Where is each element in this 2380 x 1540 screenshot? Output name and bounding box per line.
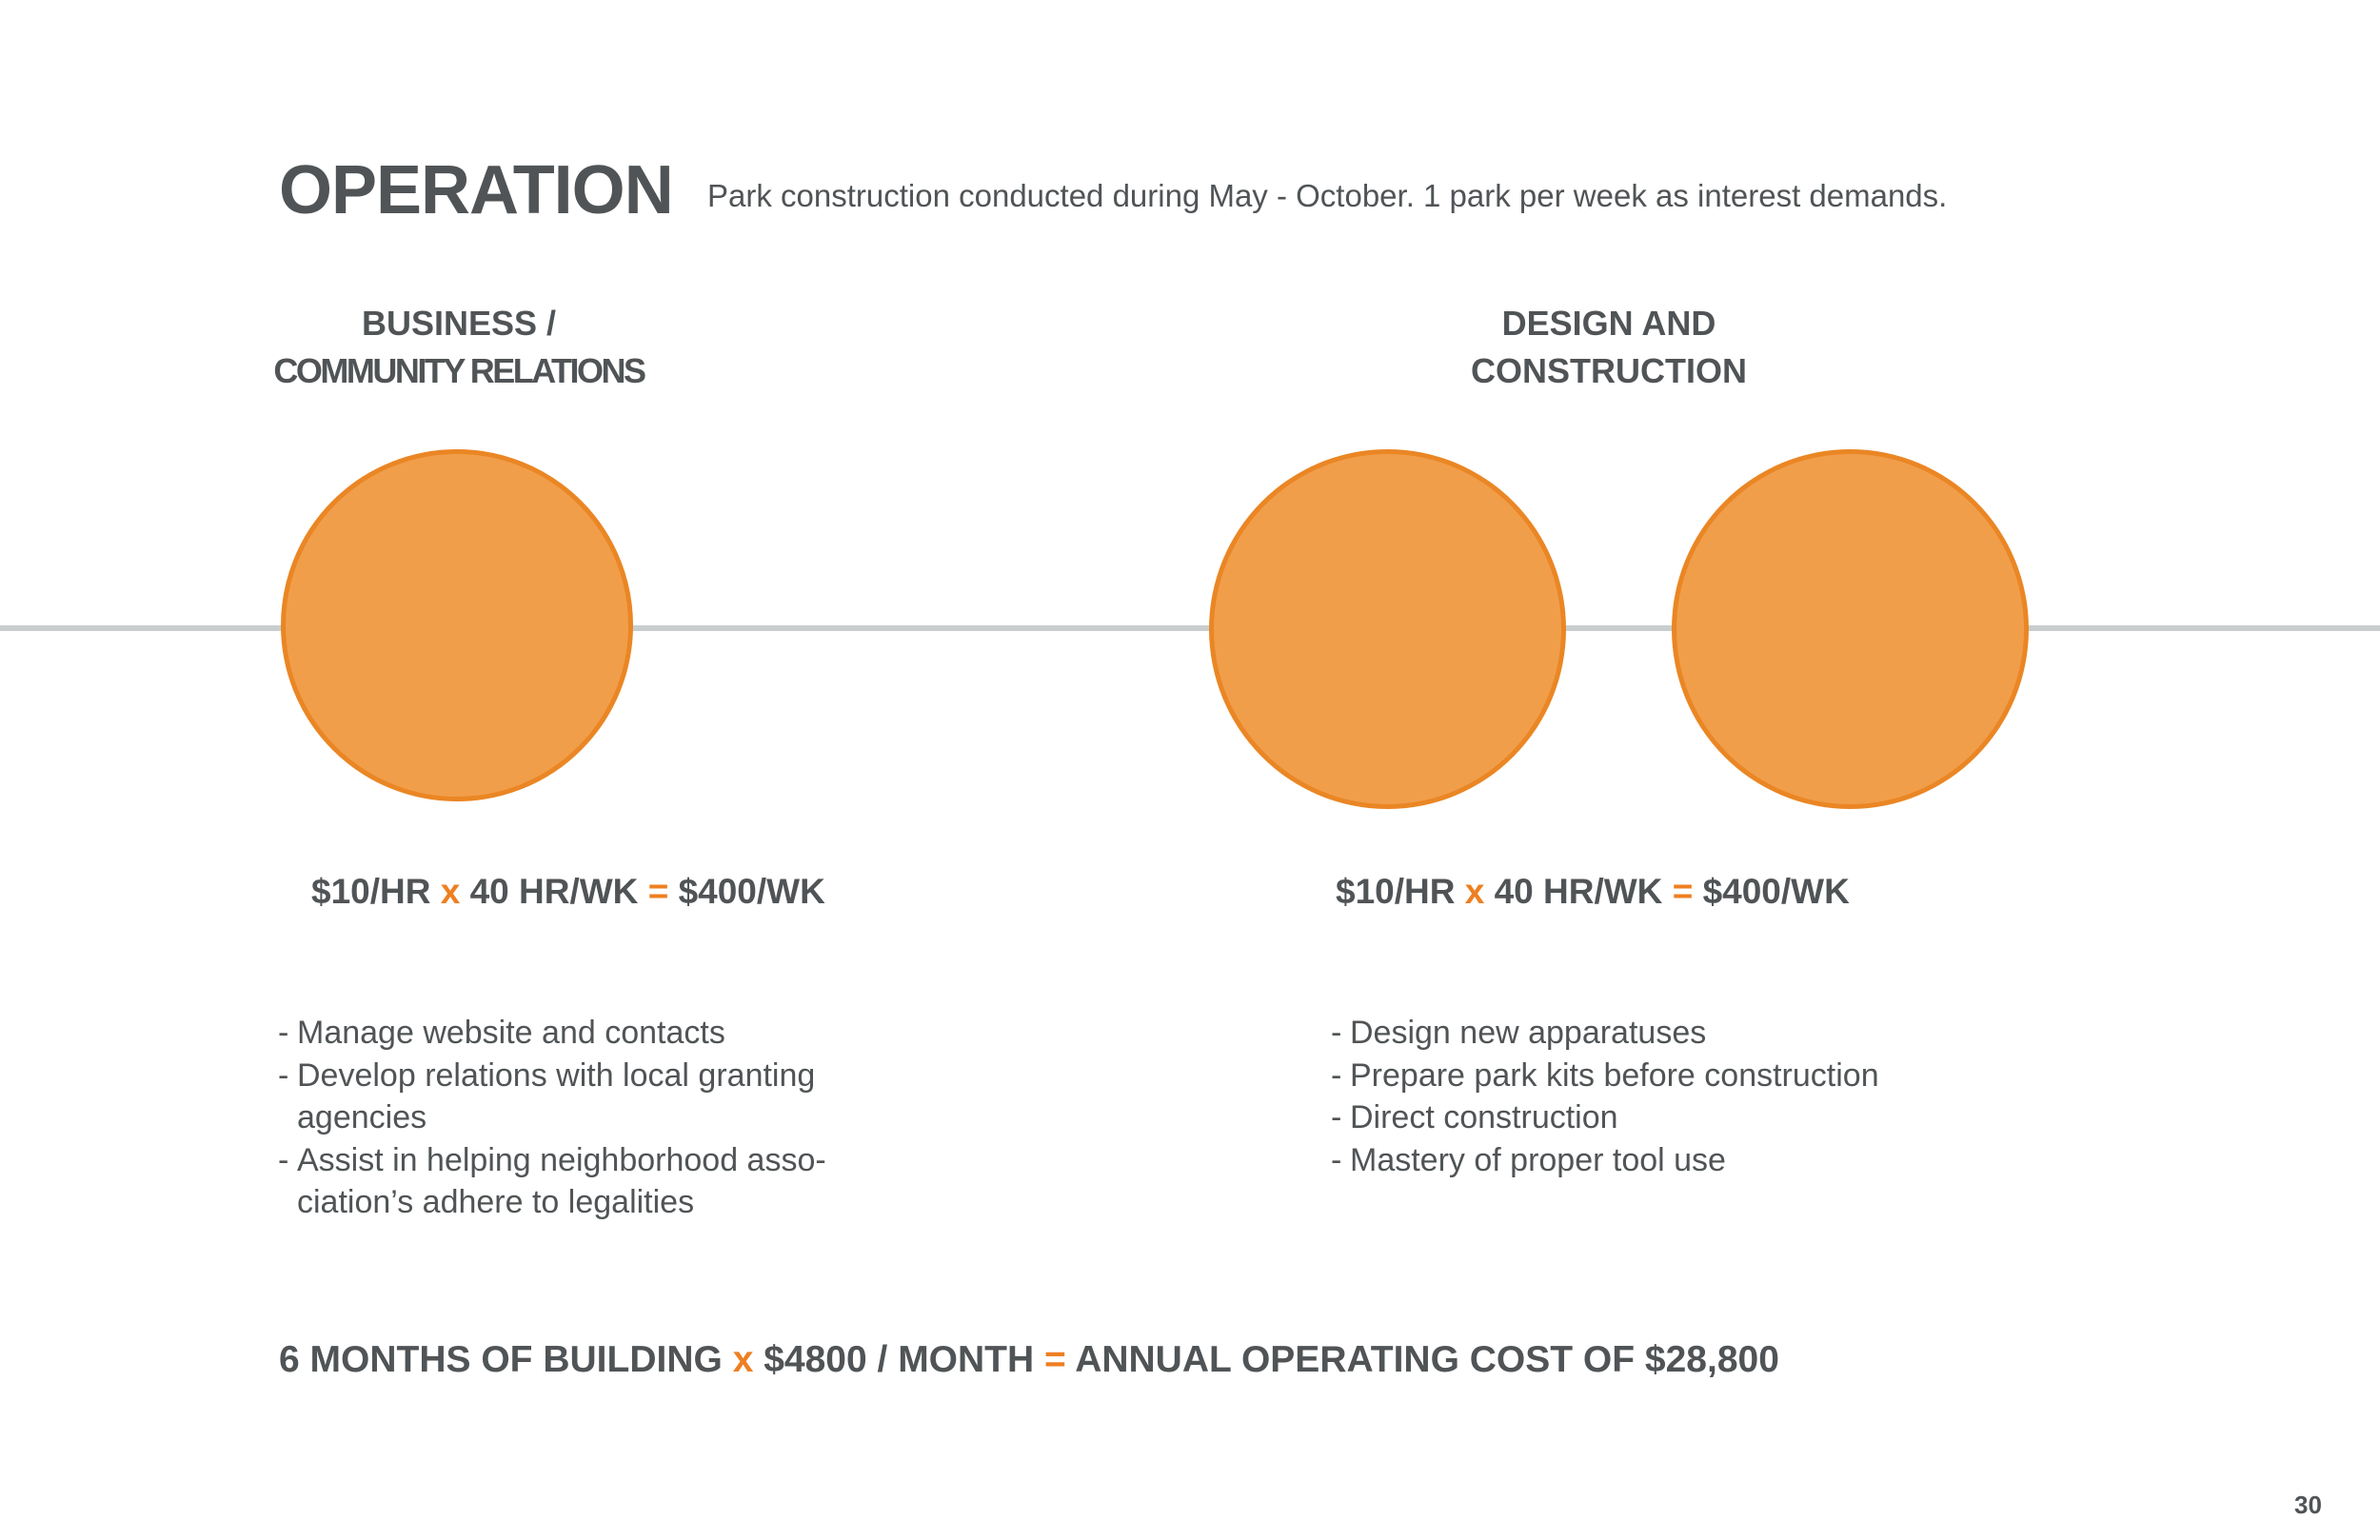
formula-equals: = (1672, 872, 1694, 911)
design-role-circle-1 (1209, 449, 1566, 809)
business-duties-list: Manage website and contacts Develop rela… (278, 1012, 868, 1224)
design-role-circle-2 (1672, 449, 2029, 809)
formula-hours: 40 HR/WK (469, 872, 639, 911)
annual-cost-summary: 6 MONTHS OF BUILDING x $4800 / MONTH = A… (279, 1336, 1779, 1384)
wage-formula-business: $10/HR x 40 HR/WK = $400/WK (311, 870, 825, 914)
business-role-circle (281, 449, 633, 801)
list-item: Prepare park kits before construction (1331, 1055, 2016, 1097)
list-item: Design new apparatuses (1331, 1012, 2016, 1055)
heading-line: COMMUNITY RELATIONS (273, 351, 646, 390)
total-part-annual: ANNUAL OPERATING COST OF $28,800 (1075, 1339, 1779, 1380)
heading-line: CONSTRUCTION (1471, 351, 1747, 390)
page-number: 30 (2294, 1491, 2322, 1519)
section-heading-design: DESIGN AND CONSTRUCTION (1418, 300, 1799, 395)
page-title: OPERATION (279, 152, 674, 228)
formula-times: x (1464, 872, 1485, 911)
formula-hours: 40 HR/WK (1494, 872, 1663, 911)
total-part-months: 6 MONTHS OF BUILDING (279, 1339, 723, 1380)
heading-line: BUSINESS / (361, 304, 557, 343)
wage-formula-design: $10/HR x 40 HR/WK = $400/WK (1336, 870, 1850, 914)
list-item: Develop relations with local granting ag… (278, 1055, 868, 1139)
list-item: Mastery of proper tool use (1331, 1139, 2016, 1182)
formula-result: $400/WK (1702, 872, 1850, 911)
formula-result: $400/WK (678, 872, 825, 911)
timeline-divider (0, 625, 2380, 631)
total-part-monthly: $4800 / MONTH (764, 1339, 1035, 1380)
formula-equals: = (647, 872, 669, 911)
formula-rate: $10/HR (311, 872, 431, 911)
formula-times: x (440, 872, 461, 911)
heading-line: DESIGN AND (1501, 304, 1716, 343)
section-heading-business: BUSINESS / COMMUNITY RELATIONS (273, 300, 646, 395)
total-equals: = (1044, 1339, 1066, 1380)
list-item: Manage website and contacts (278, 1012, 868, 1055)
list-item: Assist in helping neighborhood asso-ciat… (278, 1139, 868, 1224)
design-duties-list: Design new apparatuses Prepare park kits… (1331, 1012, 2016, 1181)
total-times: x (732, 1339, 754, 1380)
formula-rate: $10/HR (1336, 872, 1456, 911)
page-subtitle: Park construction conducted during May -… (707, 178, 1948, 213)
list-item: Direct construction (1331, 1096, 2016, 1139)
